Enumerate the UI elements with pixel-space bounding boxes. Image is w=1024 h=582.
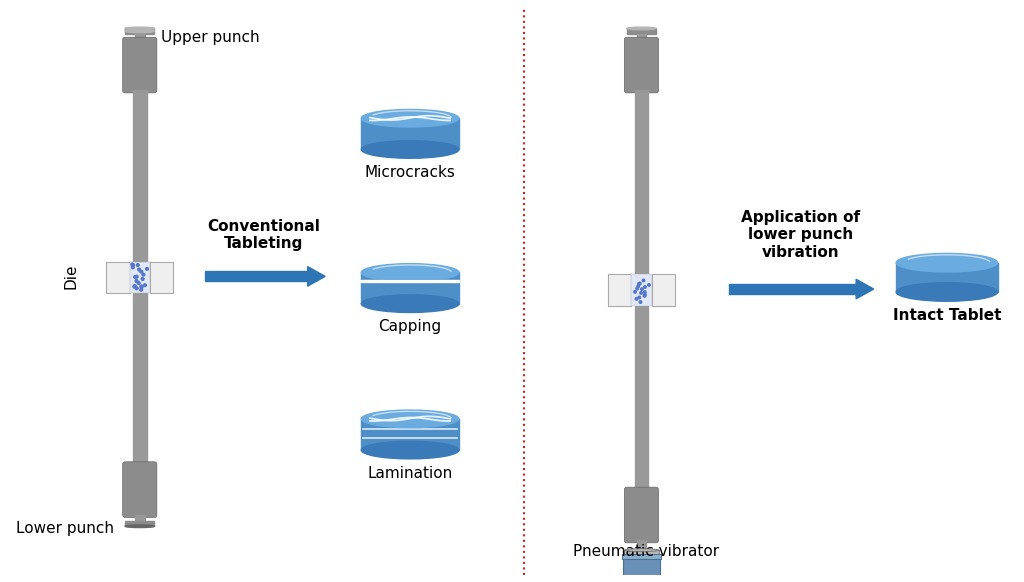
Circle shape <box>141 278 144 281</box>
Bar <box>361 272 459 304</box>
Circle shape <box>133 285 136 288</box>
Bar <box>205 271 307 281</box>
Bar <box>125 29 155 34</box>
Circle shape <box>140 270 142 273</box>
Circle shape <box>637 285 639 288</box>
Ellipse shape <box>361 410 459 428</box>
Bar <box>361 280 459 282</box>
Bar <box>635 306 648 489</box>
Text: Conventional
Tableting: Conventional Tableting <box>207 219 321 251</box>
Text: Die: Die <box>63 264 79 289</box>
Bar <box>651 274 675 306</box>
FancyBboxPatch shape <box>625 37 658 93</box>
FancyBboxPatch shape <box>123 462 157 517</box>
Circle shape <box>133 285 136 288</box>
Circle shape <box>643 294 646 297</box>
Text: Lower punch: Lower punch <box>16 521 115 537</box>
Ellipse shape <box>361 109 459 127</box>
Text: Microcracks: Microcracks <box>365 165 456 180</box>
Ellipse shape <box>125 27 155 30</box>
FancyBboxPatch shape <box>123 37 157 93</box>
Circle shape <box>132 264 134 267</box>
Text: Capping: Capping <box>379 320 441 334</box>
Bar <box>624 550 659 554</box>
Bar <box>129 262 150 293</box>
Bar <box>133 293 146 464</box>
Bar <box>729 284 856 294</box>
Bar <box>106 262 129 293</box>
Circle shape <box>135 275 138 278</box>
Circle shape <box>644 286 646 288</box>
Ellipse shape <box>896 283 997 301</box>
Circle shape <box>137 282 140 285</box>
Circle shape <box>140 288 142 291</box>
Ellipse shape <box>627 27 656 30</box>
Circle shape <box>642 279 645 282</box>
Circle shape <box>641 288 643 290</box>
Bar <box>635 90 648 274</box>
Bar <box>361 118 459 150</box>
Bar <box>125 521 155 526</box>
Circle shape <box>135 287 138 290</box>
Circle shape <box>134 276 136 278</box>
Circle shape <box>644 293 646 296</box>
Bar <box>361 419 459 450</box>
Bar <box>637 34 646 40</box>
Circle shape <box>140 286 143 289</box>
Circle shape <box>143 284 146 286</box>
Ellipse shape <box>896 253 997 272</box>
Circle shape <box>135 279 138 282</box>
Polygon shape <box>856 279 873 299</box>
Text: Pneumatic vibrator: Pneumatic vibrator <box>573 544 719 559</box>
Bar <box>896 262 997 292</box>
Circle shape <box>639 282 641 285</box>
Polygon shape <box>307 267 326 286</box>
Ellipse shape <box>125 525 155 527</box>
Circle shape <box>640 292 642 294</box>
Circle shape <box>638 296 641 299</box>
Bar <box>135 515 144 521</box>
Text: Upper punch: Upper punch <box>161 30 260 45</box>
Bar <box>133 90 146 262</box>
Ellipse shape <box>361 141 459 158</box>
Ellipse shape <box>361 264 459 281</box>
Text: Lamination: Lamination <box>368 466 453 481</box>
Bar <box>622 554 660 559</box>
Bar <box>135 34 144 40</box>
Circle shape <box>131 263 134 266</box>
Bar <box>608 274 631 306</box>
Circle shape <box>635 297 638 300</box>
FancyBboxPatch shape <box>625 487 658 543</box>
Circle shape <box>643 291 646 293</box>
Ellipse shape <box>361 441 459 459</box>
Bar <box>631 274 651 306</box>
Bar <box>623 559 659 582</box>
Circle shape <box>638 282 640 285</box>
Ellipse shape <box>361 295 459 313</box>
Circle shape <box>142 274 144 276</box>
Text: Application of
lower punch
vibration: Application of lower punch vibration <box>741 210 860 260</box>
Circle shape <box>634 290 636 293</box>
Bar <box>637 540 646 550</box>
Circle shape <box>136 264 139 267</box>
Bar <box>150 262 173 293</box>
Circle shape <box>647 283 650 286</box>
Ellipse shape <box>125 30 155 33</box>
Text: Intact Tablet: Intact Tablet <box>893 308 1001 323</box>
Circle shape <box>131 266 134 269</box>
Ellipse shape <box>624 549 659 552</box>
Circle shape <box>636 288 638 290</box>
Circle shape <box>639 301 642 303</box>
Bar <box>627 29 656 34</box>
Circle shape <box>145 268 148 270</box>
Circle shape <box>140 285 142 288</box>
Circle shape <box>137 268 140 271</box>
